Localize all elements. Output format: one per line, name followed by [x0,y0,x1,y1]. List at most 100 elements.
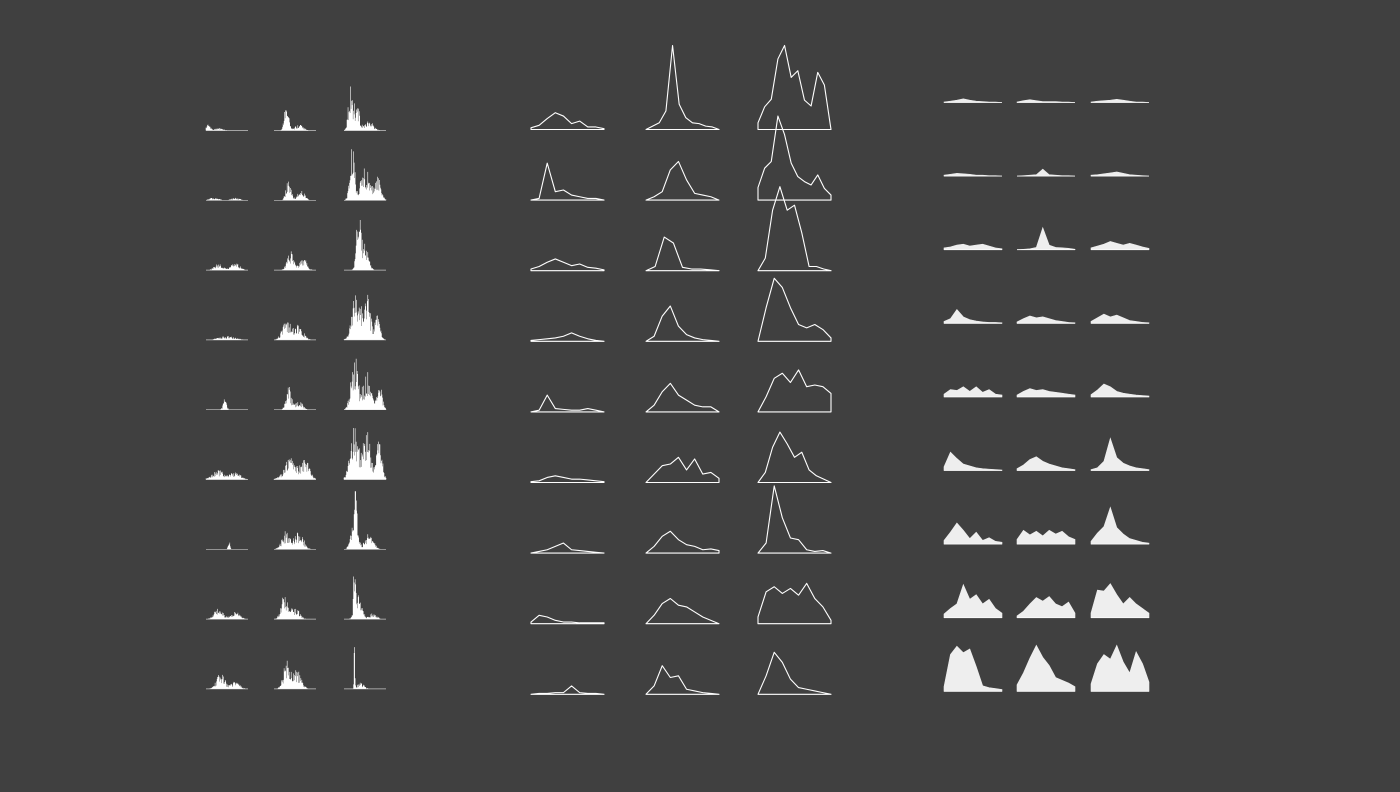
sparkline-7-1 [943,522,1003,545]
sparkline-5-1 [206,399,248,411]
sparkline-3-1 [206,263,248,271]
histogram-bars [275,531,311,550]
sparkline-7-2 [645,530,720,554]
sparkline-2-2 [645,160,720,201]
sparkline-8-2 [1016,596,1076,619]
histogram-bars [220,399,229,410]
sparkline-1-1 [205,124,248,131]
sparkline-4-1 [206,336,248,341]
line-panel [530,44,832,695]
series-area [1016,168,1076,177]
sparkline-6-3 [757,431,832,484]
histogram-bars [206,197,243,201]
series-area [1090,437,1150,471]
sparkline-5-2 [645,382,720,413]
histogram-bars [343,427,387,480]
sparkline-5-3 [344,358,387,411]
sparkline-3-3 [1090,241,1150,251]
sparkline-6-2 [645,456,720,484]
series-area [943,309,1003,324]
histogram-bars [205,124,227,131]
series-line [757,369,832,413]
sparkline-7-1 [530,542,605,554]
sparkline-4-1 [530,332,605,342]
sparkline-5-2 [274,387,316,411]
sparkline-2-2 [274,181,316,201]
series-line [530,685,605,695]
sparkline-1-2 [645,44,720,131]
sparkline-7-3 [757,485,832,554]
series-line [757,582,832,625]
series-area [1090,171,1150,177]
histogram-bars [277,660,308,689]
series-line [645,597,720,625]
sparkline-4-2 [1016,315,1076,324]
sparkline-6-2 [1016,456,1076,471]
sparkline-2-3 [344,149,387,201]
sparkline-7-2 [274,531,316,550]
histogram-bars [209,674,245,689]
sparkline-8-1 [943,583,1003,619]
sparkline-3-1 [943,243,1003,251]
sparkline-3-2 [645,236,720,272]
sparkline-7-3 [1090,506,1150,545]
sparkline-6-1 [205,470,248,480]
series-line [757,186,832,272]
series-area [1016,644,1076,692]
series-line [530,112,605,131]
series-line [645,44,720,131]
series-line [757,485,832,554]
series-area [943,451,1003,471]
series-line [645,530,720,554]
sparkline-3-2 [274,251,316,271]
series-area [1016,456,1076,471]
sparkline-4-2 [645,305,720,342]
sparkline-9-3 [344,647,386,690]
sparkline-8-2 [645,597,720,625]
sparkline-8-3 [757,582,832,625]
series-line [645,305,720,342]
sparkline-1-2 [1016,99,1076,103]
series-area [943,243,1003,250]
sparkline-4-2 [274,322,316,341]
sparkline-5-3 [1090,383,1150,398]
histogram-bars [274,597,306,620]
sparkline-4-1 [943,309,1003,324]
sparkline-2-3 [1090,171,1150,177]
series-area [1090,383,1150,398]
series-line [645,665,720,695]
sparkline-2-1 [530,162,605,201]
sparkline-5-3 [757,369,832,413]
series-line [530,475,605,484]
series-area [1016,388,1076,398]
sparkline-2-1 [943,173,1003,177]
sparkline-6-3 [1090,437,1150,471]
histogram-bars [343,294,385,340]
histogram-bars [344,358,387,410]
series-line [645,236,720,272]
sparkline-9-1 [206,674,248,690]
sparkline-8-1 [530,614,605,625]
series-area [1016,99,1076,103]
sparkline-4-3 [757,277,832,342]
sparkline-2-3 [757,115,832,201]
sparkline-6-3 [343,427,387,480]
series-line [530,542,605,554]
sparkline-8-3 [344,576,386,620]
sparkline-1-1 [530,112,605,131]
series-line [757,44,832,131]
series-line [757,431,832,484]
histogram-bars [345,491,381,550]
histogram-bars [275,322,311,340]
sparkline-9-3 [757,651,832,695]
series-area [1016,315,1076,324]
histogram-panel [205,86,387,690]
sparkline-8-2 [274,597,316,620]
histogram-bars [344,149,387,201]
sparkline-9-2 [1016,644,1076,692]
series-area [1090,313,1150,324]
series-line [530,258,605,272]
sparkline-4-3 [343,294,386,341]
